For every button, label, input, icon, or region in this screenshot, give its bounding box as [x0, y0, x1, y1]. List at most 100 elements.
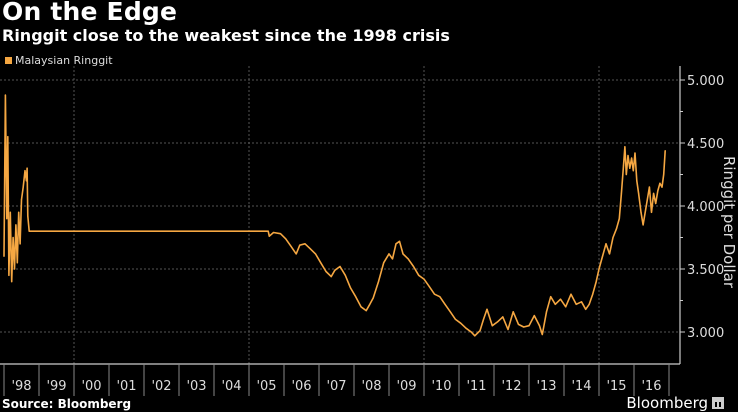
data-point [615, 228, 618, 230]
data-point [38, 230, 40, 232]
data-point [213, 230, 215, 232]
y-axis-title: Ringgit per Dollar [720, 156, 738, 289]
data-point [653, 192, 655, 194]
data-point [398, 240, 401, 242]
data-point [550, 296, 552, 298]
data-point [644, 211, 646, 213]
data-point [178, 230, 180, 232]
data-point [418, 274, 420, 276]
legend: Malaysian Ringgit [5, 54, 113, 67]
x-tick-label: '06 [291, 379, 311, 394]
data-point [449, 311, 451, 313]
y-tick-label: 5.000 [687, 74, 724, 89]
data-point [330, 276, 332, 278]
series-layer [3, 94, 666, 337]
y-tick-label: 3.000 [687, 326, 724, 341]
data-point [661, 186, 663, 188]
data-point [512, 311, 514, 313]
x-tick-label: '16 [641, 379, 661, 394]
data-point [15, 224, 17, 226]
data-point [248, 230, 250, 232]
data-point [625, 173, 627, 176]
data-point [554, 303, 556, 305]
data-point [559, 298, 562, 300]
data-point [482, 318, 485, 320]
y-tick-labels: 5.000 4.500 4.000 3.500 3.000 [687, 74, 724, 341]
data-point [636, 180, 638, 182]
data-point [8, 274, 10, 276]
data-point [659, 182, 661, 184]
data-point [12, 236, 14, 239]
y-tick-label: 3.500 [687, 263, 724, 278]
data-point [657, 190, 659, 192]
data-point [26, 167, 28, 169]
data-point [541, 333, 543, 336]
y-tick-label: 4.500 [687, 137, 724, 152]
data-point [314, 253, 317, 255]
data-point [360, 306, 362, 308]
bloomberg-logo: Bloomberg [626, 394, 724, 412]
x-tick-label: '07 [326, 379, 346, 394]
x-tick-label: '10 [431, 379, 451, 394]
data-point [372, 297, 374, 299]
data-point [433, 293, 436, 295]
data-point [622, 165, 625, 167]
data-point [3, 255, 5, 257]
data-point [474, 335, 476, 337]
data-point [377, 281, 380, 283]
data-point [28, 230, 30, 232]
chart-title: On the Edge [2, 0, 178, 26]
x-tick-label: '15 [606, 379, 626, 394]
data-point [655, 202, 657, 205]
data-point [631, 157, 633, 159]
bar-chart-icon [712, 397, 724, 409]
data-point [595, 281, 597, 283]
data-point [470, 331, 472, 333]
x-tick-label: '08 [361, 379, 381, 394]
data-point [407, 258, 409, 260]
x-tick-label: '12 [501, 379, 521, 394]
data-point [339, 265, 341, 268]
data-point [627, 155, 629, 157]
x-tick-label: '98 [11, 379, 31, 394]
data-point [320, 262, 322, 264]
data-point [642, 224, 644, 226]
data-point [588, 303, 590, 305]
data-point [285, 238, 287, 240]
data-point [19, 243, 21, 245]
x-tick-label: '03 [186, 379, 206, 394]
data-point [272, 231, 275, 234]
data-point [349, 287, 352, 289]
data-point [295, 253, 297, 255]
data-point [638, 192, 640, 194]
x-tick-label: '14 [571, 379, 591, 394]
x-tick-label: '99 [46, 379, 66, 394]
data-point [612, 236, 614, 239]
data-point [646, 199, 648, 201]
data-point [22, 186, 24, 188]
data-point [479, 330, 481, 332]
x-tick-label: '11 [466, 379, 486, 394]
series-line-malaysian-ringgit [3, 94, 666, 337]
data-point [650, 211, 653, 213]
data-point [580, 301, 583, 303]
grid [0, 66, 680, 364]
data-point [24, 170, 26, 172]
data-point [545, 311, 548, 313]
data-point [502, 316, 504, 318]
x-tick-label: '05 [256, 379, 276, 394]
data-point [517, 323, 520, 325]
data-point [648, 186, 651, 188]
data-point [16, 262, 18, 264]
data-point [624, 146, 626, 148]
x-tick-label: '00 [81, 379, 101, 394]
data-point [268, 235, 270, 237]
brand-name: Bloomberg [626, 394, 708, 412]
data-point [412, 265, 415, 268]
source-note: Source: Bloomberg [2, 397, 132, 411]
data-point [388, 253, 390, 255]
chart-subtitle: Ringgit close to the weakest since the 1… [2, 26, 450, 45]
data-point [299, 244, 301, 246]
data-point [460, 322, 462, 324]
